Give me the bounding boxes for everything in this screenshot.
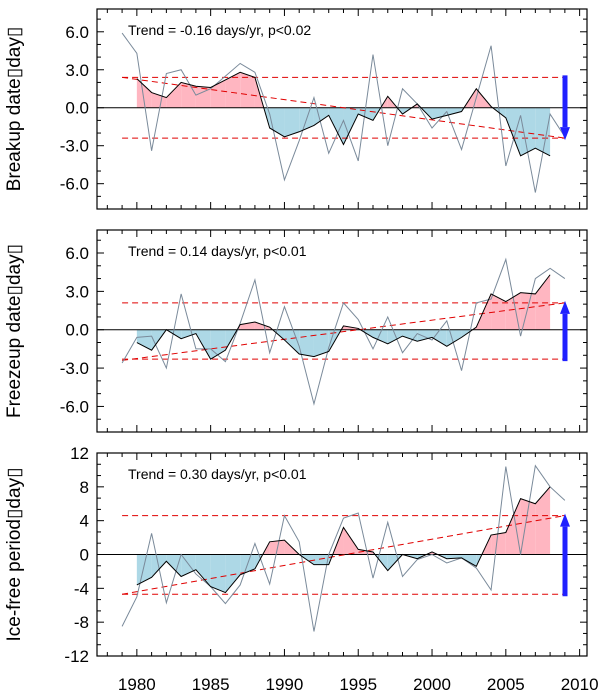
y-tick-label: 0.0 <box>65 321 89 340</box>
trend-annotation: Trend = 0.14 days/yr, p<0.01 <box>128 243 307 259</box>
y-tick-label: 6.0 <box>65 244 89 263</box>
x-tick-label: 2000 <box>413 675 451 694</box>
y-tick-label: 6.0 <box>65 23 89 42</box>
y-tick-label: 0 <box>80 546 89 565</box>
negative-anomaly-fill <box>461 554 477 567</box>
positive-anomaly-fill <box>210 79 226 108</box>
positive-anomaly-fill <box>240 72 255 108</box>
plot-area <box>97 257 587 406</box>
negative-anomaly-fill <box>284 107 300 137</box>
trend-arrow-head <box>560 300 570 314</box>
negative-anomaly-fill <box>358 107 373 121</box>
negative-anomaly-fill <box>432 329 447 347</box>
negative-anomaly-fill <box>402 329 418 342</box>
panel-breakup: 6.0 3.0 0.0 -3.0 -6.0 Breakup date▯day▯ Trend … <box>4 8 588 210</box>
y-tick-label: 0.0 <box>65 99 89 118</box>
y-tick-label: 8 <box>80 478 89 497</box>
negative-anomaly-fill <box>535 107 551 156</box>
negative-anomaly-fill <box>225 554 241 593</box>
y-tick-label: 4 <box>80 512 89 531</box>
positive-anomaly-fill <box>505 498 521 555</box>
y-axis-label: Ice-free period▯day▯ <box>4 467 25 641</box>
series-raw-line <box>121 464 566 632</box>
trend-annotation: Trend = 0.30 days/yr, p<0.01 <box>128 466 307 482</box>
positive-anomaly-fill <box>491 532 506 555</box>
negative-anomaly-fill <box>136 554 152 585</box>
positive-anomaly-fill <box>151 92 167 108</box>
x-tick-label: 1985 <box>192 675 230 694</box>
x-tick-label: 1980 <box>118 675 156 694</box>
y-axis-label: Breakup date▯day▯ <box>4 27 25 192</box>
panel-ice-free: 12 8 4 0 -4 -8 -12 Ice-free period▯day▯ Trend = … <box>4 444 588 666</box>
negative-anomaly-fill <box>343 107 359 145</box>
negative-anomaly-fill <box>446 329 462 347</box>
negative-anomaly-fill <box>328 107 344 145</box>
series-raw-line <box>121 32 566 193</box>
plot-area <box>97 464 587 632</box>
x-tick-label: 2010 <box>561 675 599 694</box>
trend-annotation: Trend = -0.16 days/yr, p<0.02 <box>128 22 311 38</box>
negative-anomaly-fill <box>181 329 196 339</box>
positive-anomaly-fill <box>240 322 255 330</box>
series-smoothed-line <box>136 486 551 594</box>
positive-anomaly-fill <box>535 486 551 555</box>
panel-freezeup: 6.0 3.0 0.0 -3.0 -6.0 Freezeup date▯day▯ Trend… <box>4 229 588 433</box>
negative-anomaly-fill <box>299 329 314 357</box>
positive-anomaly-fill <box>520 292 536 330</box>
positive-anomaly-fill <box>136 78 152 108</box>
positive-anomaly-fill <box>254 322 270 330</box>
y-tick-label: 3.0 <box>65 61 89 80</box>
plot-area <box>97 32 587 193</box>
y-tick-label: -12 <box>64 647 89 666</box>
positive-anomaly-fill <box>358 549 373 555</box>
y-tick-label: -3.0 <box>60 137 89 156</box>
positive-anomaly-fill <box>343 527 359 555</box>
y-tick-label: -6.0 <box>60 397 89 416</box>
positive-anomaly-fill <box>225 72 241 108</box>
negative-anomaly-fill <box>210 554 226 593</box>
y-tick-label: 3.0 <box>65 282 89 301</box>
plot-frame <box>96 8 588 210</box>
series-smoothed-line <box>136 71 551 157</box>
negative-anomaly-fill <box>313 329 329 357</box>
y-tick-label: -3.0 <box>60 359 89 378</box>
positive-anomaly-fill <box>520 498 536 555</box>
trend-line <box>122 515 565 595</box>
negative-anomaly-fill <box>520 107 536 156</box>
trend-line <box>122 76 565 139</box>
x-tick-label: 1995 <box>339 675 377 694</box>
negative-anomaly-fill <box>387 329 403 344</box>
y-tick-label: -8 <box>74 613 89 632</box>
positive-anomaly-fill <box>166 82 182 108</box>
negative-anomaly-fill <box>505 107 521 156</box>
negative-anomaly-fill <box>372 329 388 344</box>
positive-anomaly-fill <box>269 540 285 555</box>
y-tick-label: -4 <box>74 579 89 598</box>
positive-anomaly-fill <box>535 274 551 330</box>
y-tick-label: -6.0 <box>60 175 89 194</box>
y-tick-label: 12 <box>70 444 89 463</box>
trend-line <box>122 302 565 361</box>
negative-anomaly-fill <box>446 107 462 116</box>
negative-anomaly-fill <box>166 554 182 577</box>
plot-frame <box>96 229 588 433</box>
y-axis-label: Freezeup date▯day▯ <box>4 244 25 418</box>
negative-anomaly-fill <box>313 554 329 565</box>
trend-arrow-head <box>560 513 570 527</box>
series-raw-line <box>121 257 566 406</box>
positive-anomaly-fill <box>505 292 521 330</box>
trend-arrow-head <box>560 127 570 141</box>
x-tick-label: 1990 <box>266 675 304 694</box>
positive-anomaly-fill <box>195 86 211 108</box>
x-tick-label: 2005 <box>487 675 525 694</box>
negative-anomaly-fill <box>136 329 152 351</box>
series-smoothed-line <box>136 274 551 360</box>
negative-anomaly-fill <box>195 554 211 587</box>
